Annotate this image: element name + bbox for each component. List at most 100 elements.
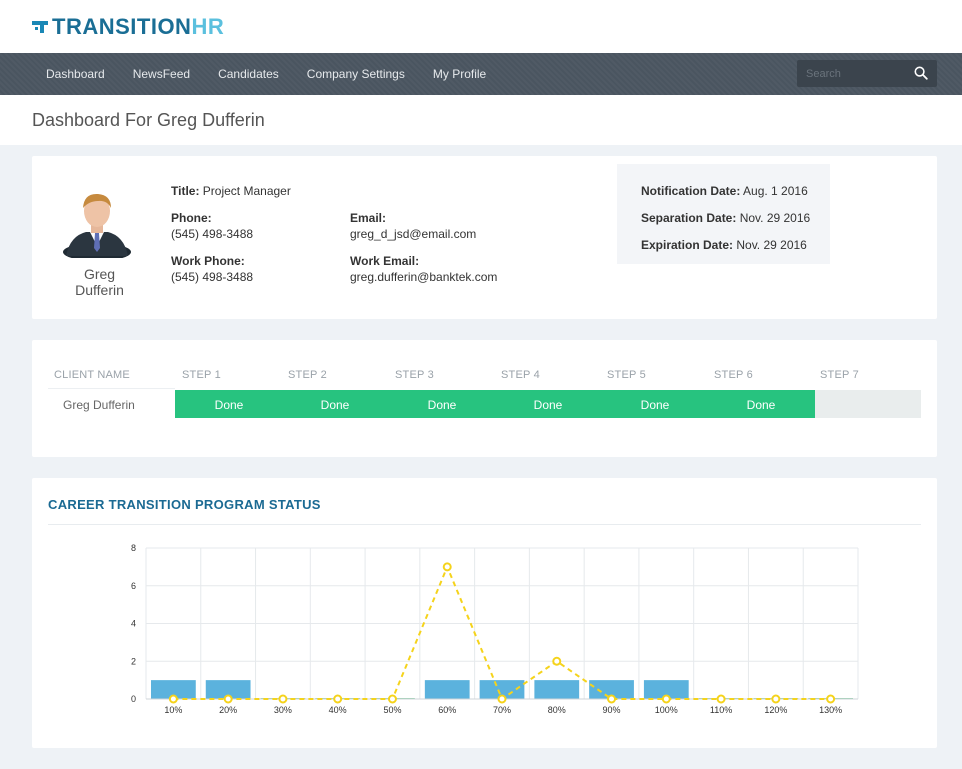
line-point xyxy=(497,694,507,704)
notification-label: Notification Date: xyxy=(641,184,741,198)
x-tick-label: 60% xyxy=(438,705,456,715)
line-point xyxy=(223,694,233,704)
y-tick-label: 2 xyxy=(131,656,136,666)
line-point xyxy=(607,694,617,704)
logo-mark-icon xyxy=(32,19,48,35)
header-step-3: STEP 3 xyxy=(395,369,434,381)
step-3-status: Done xyxy=(427,398,457,412)
client-name-cell[interactable]: Greg Dufferin xyxy=(63,398,135,412)
chart-card: CAREER TRANSITION PROGRAM STATUS 0 2 4 6 8 10… xyxy=(32,478,937,748)
work-phone-field: Work Phone: (545) 498-3488 xyxy=(171,253,253,285)
x-tick-label: 40% xyxy=(329,705,347,715)
separation-value: Nov. 29 2016 xyxy=(739,211,811,225)
x-tick-label: 10% xyxy=(164,705,182,715)
step-2-status: Done xyxy=(320,398,350,412)
profile-name: Greg Dufferin xyxy=(52,266,147,298)
logo-part2: HR xyxy=(191,14,225,39)
phone-field: Phone: (545) 498-3488 xyxy=(171,210,253,242)
header-step-4: STEP 4 xyxy=(501,369,540,381)
step-1-status: Done xyxy=(214,398,244,412)
work-phone-value: (545) 498-3488 xyxy=(171,270,254,284)
header-step-5: STEP 5 xyxy=(607,369,646,381)
line-point xyxy=(387,694,397,704)
app-logo[interactable]: TRANSITIONHR xyxy=(32,14,224,40)
dates-panel: Notification Date: Aug. 1 2016 Separatio… xyxy=(617,164,830,264)
bar xyxy=(424,680,470,699)
progress-pending-cell xyxy=(815,390,921,418)
work-email-label: Work Email: xyxy=(350,254,420,268)
x-tick-label: 130% xyxy=(819,705,842,715)
page-title: Dashboard For Greg Dufferin xyxy=(32,110,265,130)
chart-title: CAREER TRANSITION PROGRAM STATUS xyxy=(48,497,321,512)
expiration-date: Expiration Date: Nov. 29 2016 xyxy=(641,238,807,252)
expiration-value: Nov. 29 2016 xyxy=(736,238,807,252)
x-tick-label: 90% xyxy=(603,705,621,715)
y-tick-label: 0 xyxy=(131,694,136,704)
phone-label: Phone: xyxy=(171,211,212,225)
profile-card: Greg Dufferin Title: Project Manager Pho… xyxy=(32,156,937,319)
separation-label: Separation Date: xyxy=(641,211,737,225)
line-point xyxy=(168,694,178,704)
search-icon[interactable] xyxy=(914,66,928,80)
y-tick-label: 6 xyxy=(131,581,136,591)
step-4-status: Done xyxy=(533,398,563,412)
program-status-chart: 0 2 4 6 8 10% 20% 30% 40% 50% 60% 70% 80% 90% 100% 110%… xyxy=(131,543,859,715)
bar xyxy=(643,680,689,699)
header-step-6: STEP 6 xyxy=(714,369,753,381)
nav-my-profile[interactable]: My Profile xyxy=(432,67,487,81)
email-value: greg_d_jsd@email.com xyxy=(350,227,477,241)
line-series xyxy=(173,564,831,701)
notification-value: Aug. 1 2016 xyxy=(743,184,808,198)
bar xyxy=(151,680,196,699)
profile-first-name: Greg xyxy=(83,266,116,282)
steps-card: CLIENT NAME STEP 1 STEP 2 STEP 3 STEP 4 … xyxy=(32,340,937,457)
top-header: TRANSITIONHR xyxy=(0,0,962,53)
line-point xyxy=(333,694,343,704)
header-step-7: STEP 7 xyxy=(820,369,859,381)
x-tick-label: 100% xyxy=(655,705,678,715)
search-box xyxy=(797,60,937,87)
header-step-1: STEP 1 xyxy=(182,369,221,381)
line-point xyxy=(771,694,781,704)
avatar xyxy=(63,193,131,258)
line-point xyxy=(552,656,562,666)
bar xyxy=(479,680,525,699)
x-tick-label: 70% xyxy=(493,705,511,715)
title-band xyxy=(0,95,962,145)
nav-newsfeed[interactable]: NewsFeed xyxy=(132,67,191,81)
separation-date: Separation Date: Nov. 29 2016 xyxy=(641,211,810,225)
title-value: Project Manager xyxy=(202,184,291,198)
nav-company-settings[interactable]: Company Settings xyxy=(306,67,405,81)
nav-dashboard[interactable]: Dashboard xyxy=(46,67,105,81)
bar xyxy=(589,680,634,699)
work-phone-label: Work Phone: xyxy=(171,254,245,268)
x-tick-label: 80% xyxy=(548,705,566,715)
notification-date: Notification Date: Aug. 1 2016 xyxy=(641,184,808,198)
search-input[interactable] xyxy=(797,60,907,87)
title-label: Title: xyxy=(171,184,200,198)
x-tick-label: 20% xyxy=(219,705,237,715)
header-step-2: STEP 2 xyxy=(288,369,327,381)
logo-part1: TRANSITION xyxy=(52,14,192,39)
x-tick-label: 110% xyxy=(710,705,732,715)
bar xyxy=(534,680,580,699)
nav-candidates[interactable]: Candidates xyxy=(218,67,279,81)
work-email-value: greg.dufferin@banktek.com xyxy=(350,270,498,284)
title-field: Title: Project Manager xyxy=(171,183,291,199)
email-field: Email: greg_d_jsd@email.com xyxy=(350,210,476,242)
x-tick-label: 120% xyxy=(764,705,787,715)
email-label: Email: xyxy=(350,211,387,225)
line-point xyxy=(661,694,671,704)
logo-text: TRANSITIONHR xyxy=(52,14,224,40)
work-email-field: Work Email: greg.dufferin@banktek.com xyxy=(350,253,497,285)
header-client-name: CLIENT NAME xyxy=(54,369,130,381)
y-tick-label: 8 xyxy=(131,543,136,553)
line-point xyxy=(716,694,726,704)
profile-last-name: Dufferin xyxy=(75,282,124,298)
x-tick-label: 50% xyxy=(383,705,401,715)
phone-value: (545) 498-3488 xyxy=(171,227,254,241)
expiration-label: Expiration Date: xyxy=(641,238,734,252)
chart-divider xyxy=(48,524,921,525)
step-5-status: Done xyxy=(640,398,670,412)
progress-done-bar xyxy=(175,390,815,418)
